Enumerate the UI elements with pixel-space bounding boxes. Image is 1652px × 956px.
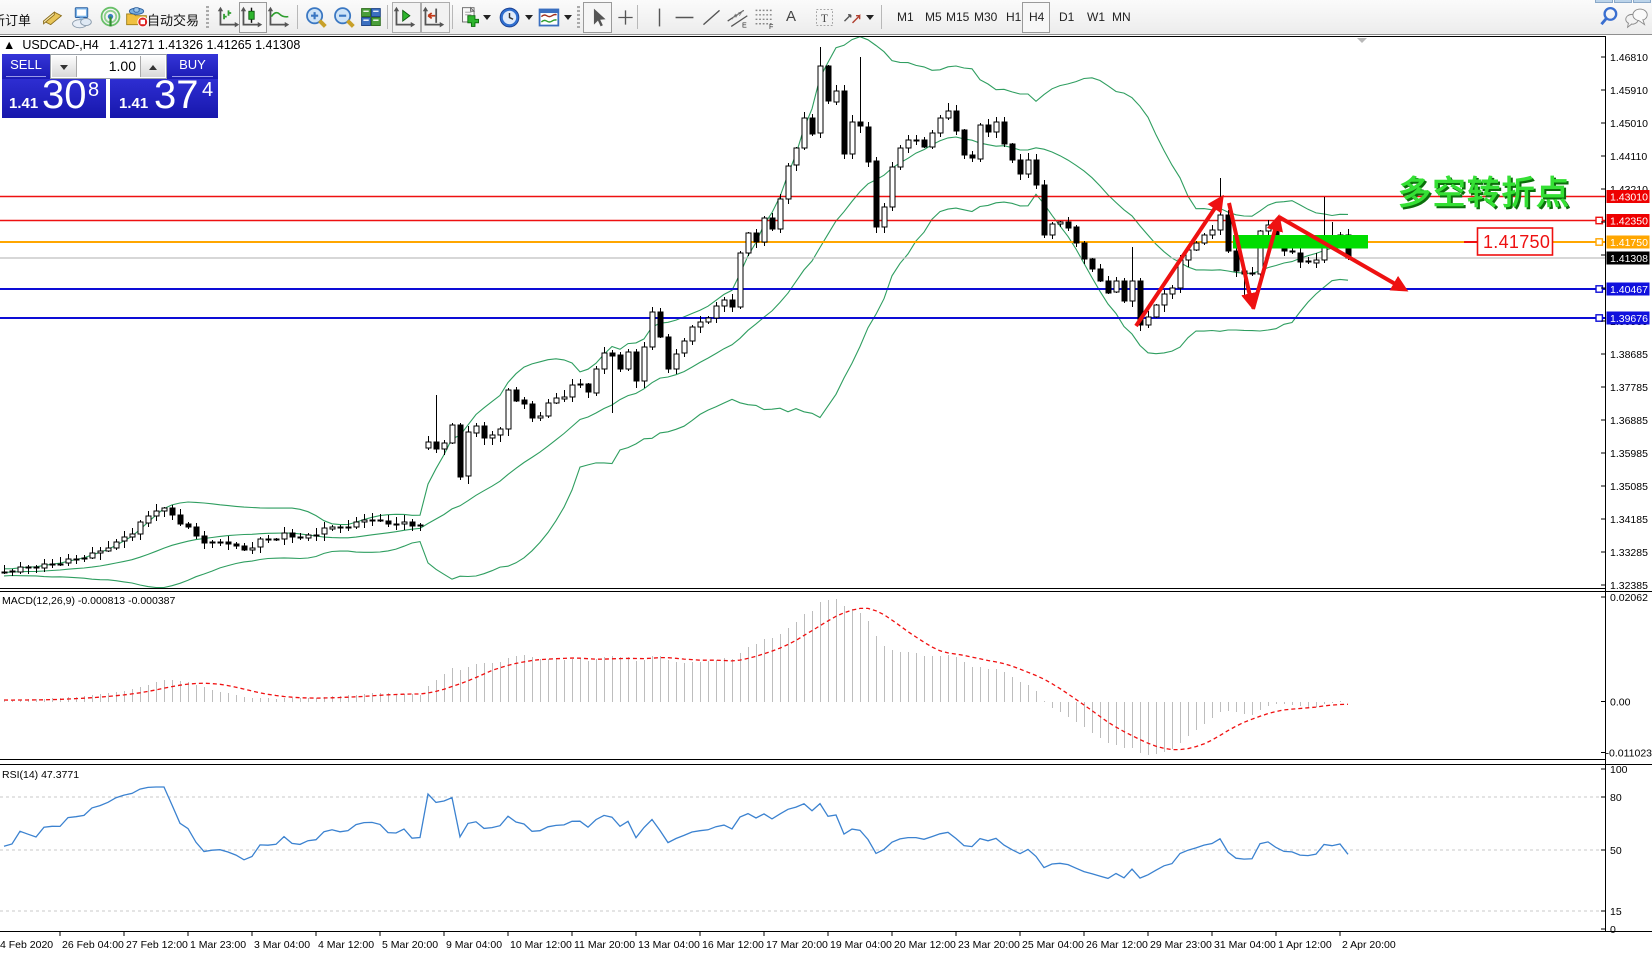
svg-text:1.35985: 1.35985 [1610, 448, 1648, 460]
svg-text:26 Mar 12:00: 26 Mar 12:00 [1086, 939, 1148, 951]
svg-text:27 Feb 12:00: 27 Feb 12:00 [126, 939, 188, 951]
svg-text:13 Mar 04:00: 13 Mar 04:00 [638, 939, 700, 951]
svg-text:0: 0 [1610, 924, 1616, 936]
svg-text:1.45010: 1.45010 [1610, 118, 1648, 130]
svg-text:1.38685: 1.38685 [1610, 349, 1648, 361]
svg-text:1.37785: 1.37785 [1610, 382, 1648, 394]
svg-text:3 Mar 04:00: 3 Mar 04:00 [254, 939, 310, 951]
svg-text:100: 100 [1610, 764, 1628, 776]
svg-text:31 Mar 04:00: 31 Mar 04:00 [1214, 939, 1276, 951]
svg-text:-0.011023: -0.011023 [1606, 748, 1652, 760]
svg-text:1.41750: 1.41750 [1483, 232, 1550, 252]
svg-text:15: 15 [1610, 906, 1622, 918]
svg-text:1.40467: 1.40467 [1610, 284, 1648, 296]
svg-text:1.41308: 1.41308 [1610, 253, 1648, 265]
svg-text:80: 80 [1610, 792, 1622, 804]
svg-text:1.42350: 1.42350 [1610, 216, 1648, 228]
svg-text:9 Mar 04:00: 9 Mar 04:00 [446, 939, 502, 951]
svg-text:1.44110: 1.44110 [1610, 151, 1647, 163]
svg-text:23 Mar 20:00: 23 Mar 20:00 [958, 939, 1020, 951]
svg-text:1.32385: 1.32385 [1610, 580, 1648, 592]
svg-text:1.39676: 1.39676 [1610, 313, 1648, 325]
svg-text:17 Mar 20:00: 17 Mar 20:00 [766, 939, 828, 951]
svg-text:多空转折点: 多空转折点 [1398, 174, 1571, 211]
svg-text:19 Mar 04:00: 19 Mar 04:00 [830, 939, 892, 951]
svg-text:29 Mar 23:00: 29 Mar 23:00 [1150, 939, 1212, 951]
svg-text:▲ USDCAD-,H4 1.41271 1.4132: ▲ USDCAD-,H4 1.41271 1.41326 1.41265 1.4… [3, 38, 300, 52]
svg-text:20 Mar 12:00: 20 Mar 12:00 [894, 939, 956, 951]
svg-text:26 Feb 04:00: 26 Feb 04:00 [62, 939, 124, 951]
svg-text:RSI(14) 47.3771: RSI(14) 47.3771 [2, 769, 79, 781]
svg-text:4 Feb 2020: 4 Feb 2020 [0, 939, 53, 951]
svg-text:1.45910: 1.45910 [1610, 85, 1648, 97]
svg-text:2 Apr 20:00: 2 Apr 20:00 [1342, 939, 1396, 951]
svg-text:1.46810: 1.46810 [1610, 52, 1648, 64]
svg-text:1.33285: 1.33285 [1610, 547, 1648, 559]
svg-text:25 Mar 04:00: 25 Mar 04:00 [1022, 939, 1084, 951]
svg-text:1.35085: 1.35085 [1610, 481, 1648, 493]
svg-text:11 Mar 20:00: 11 Mar 20:00 [574, 939, 635, 951]
svg-text:F: F [769, 23, 774, 30]
svg-text:4 Mar 12:00: 4 Mar 12:00 [318, 939, 374, 951]
svg-text:0.00: 0.00 [1610, 697, 1631, 709]
svg-text:0.02062: 0.02062 [1610, 592, 1648, 604]
svg-text:1 Apr 12:00: 1 Apr 12:00 [1278, 939, 1332, 951]
svg-text:1.36885: 1.36885 [1610, 415, 1648, 427]
svg-text:10 Mar 12:00: 10 Mar 12:00 [510, 939, 572, 951]
svg-text:多空转折点: 多空转折点 [1400, 176, 1573, 213]
svg-text:1.41750: 1.41750 [1610, 237, 1648, 249]
svg-text:50: 50 [1610, 845, 1622, 857]
svg-text:5 Mar 20:00: 5 Mar 20:00 [382, 939, 438, 951]
svg-text:T: T [821, 12, 828, 25]
svg-text:1.43010: 1.43010 [1610, 192, 1648, 204]
svg-text:1 Mar 23:00: 1 Mar 23:00 [190, 939, 246, 951]
svg-text:16 Mar 12:00: 16 Mar 12:00 [702, 939, 764, 951]
svg-text:E: E [742, 21, 747, 29]
svg-text:MACD(12,26,9) -0.000813 -0.000: MACD(12,26,9) -0.000813 -0.000387 [2, 595, 176, 607]
svg-text:1.34185: 1.34185 [1610, 514, 1648, 526]
